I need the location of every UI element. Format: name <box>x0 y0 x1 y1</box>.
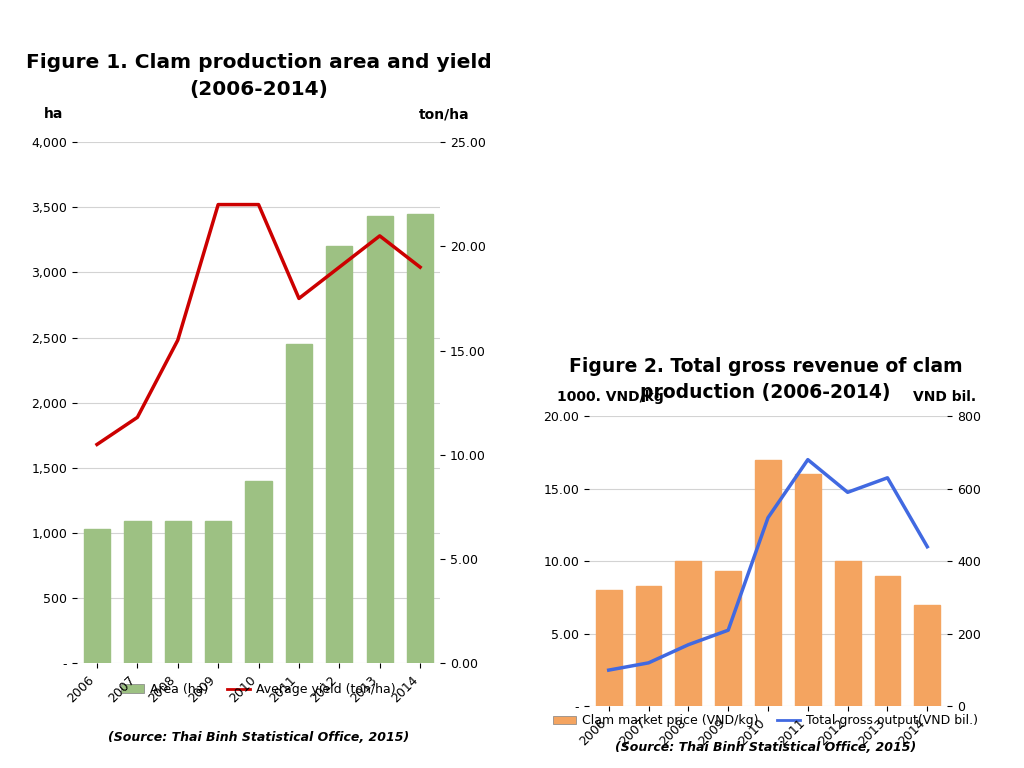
Bar <box>835 561 860 707</box>
Text: (Source: Thai Binh Statistical Office, 2015): (Source: Thai Binh Statistical Office, 2… <box>614 741 916 754</box>
Text: (Source: Thai Binh Statistical Office, 2015): (Source: Thai Binh Statistical Office, 2… <box>108 731 410 744</box>
Legend: Area (ha), Average yield (ton/ha): Area (ha), Average yield (ton/ha) <box>117 678 400 701</box>
Bar <box>715 571 741 707</box>
Bar <box>84 529 111 664</box>
Bar <box>367 217 393 664</box>
Bar <box>205 521 231 664</box>
Bar <box>914 605 940 707</box>
Text: Figure 2. Total gross revenue of clam
production (2006-2014): Figure 2. Total gross revenue of clam pr… <box>568 356 963 402</box>
Bar <box>676 561 701 707</box>
Text: 1000. VND/kg: 1000. VND/kg <box>557 390 664 405</box>
Bar <box>874 576 900 707</box>
Bar <box>795 474 821 707</box>
Bar <box>286 344 312 664</box>
Text: ha: ha <box>44 108 63 121</box>
Bar <box>124 521 151 664</box>
Legend: Clam market price (VND/kg), Total gross output(VND bil.): Clam market price (VND/kg), Total gross … <box>548 710 983 733</box>
Text: ton/ha: ton/ha <box>419 108 469 121</box>
Bar <box>327 247 352 664</box>
Bar <box>755 459 781 707</box>
Bar <box>636 586 662 707</box>
Text: Figure 1. Clam production area and yield
(2006-2014): Figure 1. Clam production area and yield… <box>26 54 492 99</box>
Text: VND bil.: VND bil. <box>912 390 976 405</box>
Bar <box>407 214 433 664</box>
Bar <box>246 481 271 664</box>
Bar <box>596 591 622 707</box>
Bar <box>165 521 190 664</box>
